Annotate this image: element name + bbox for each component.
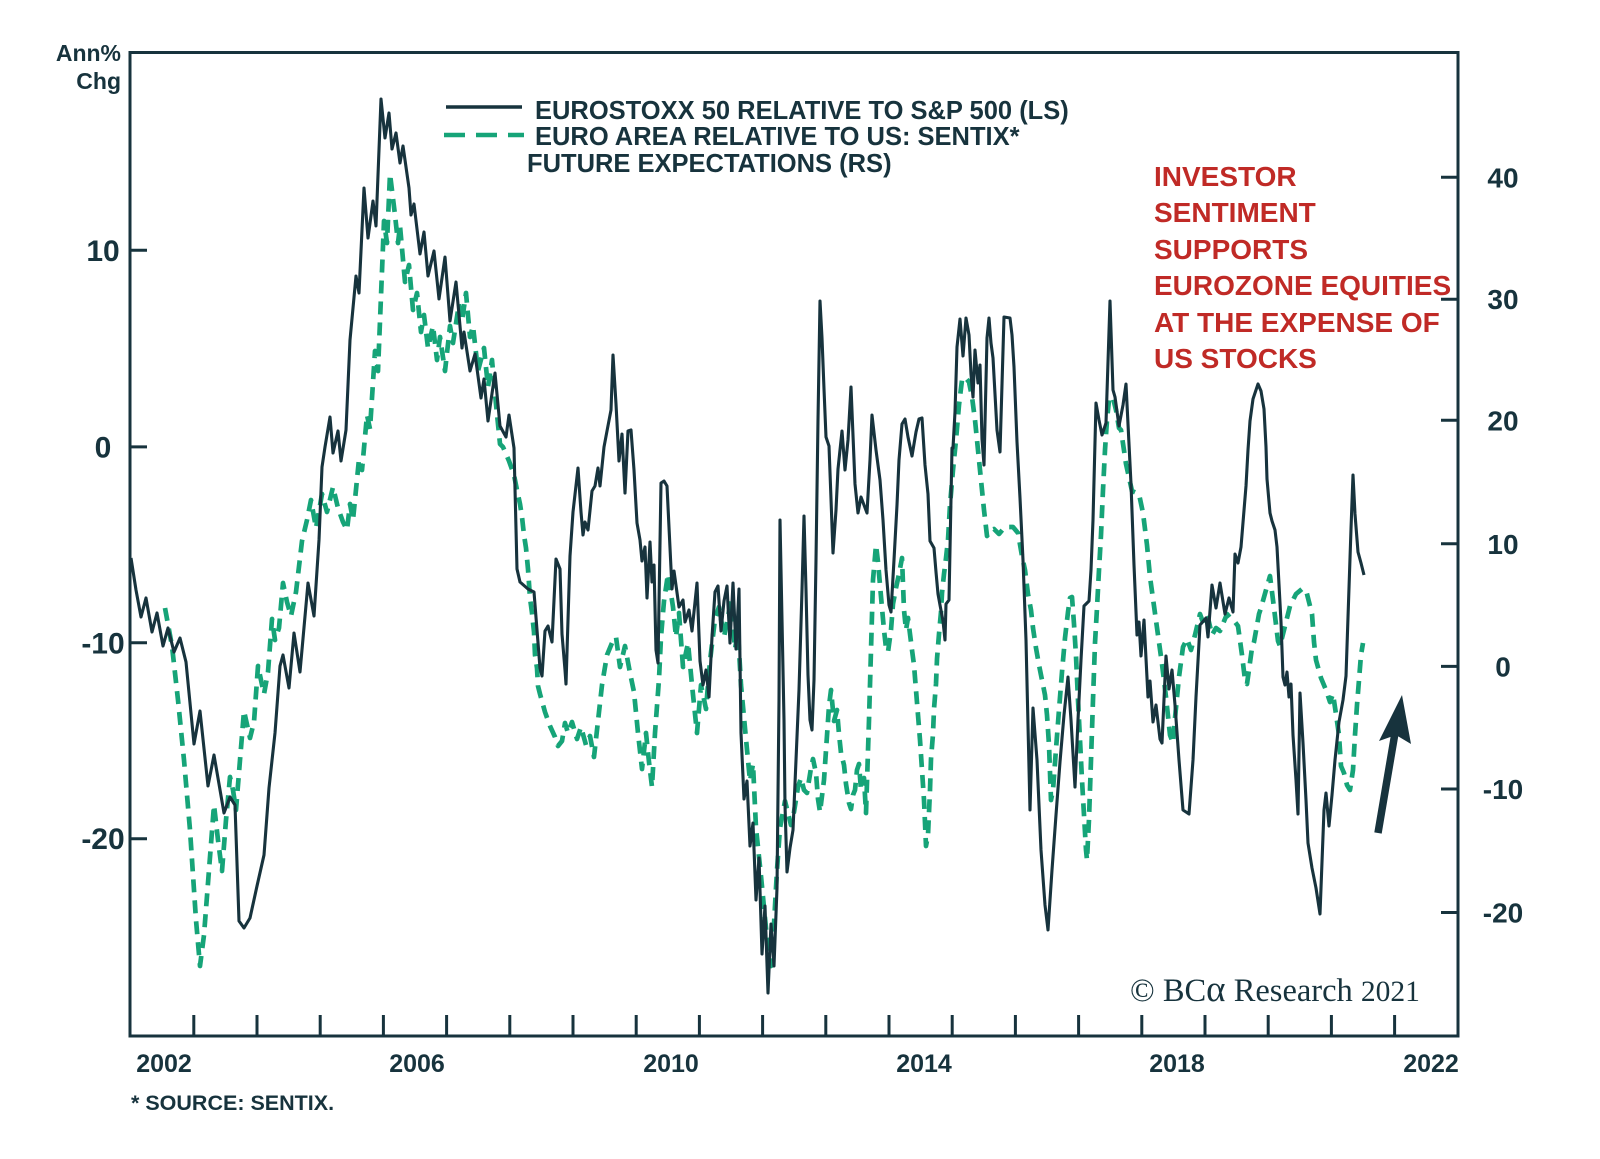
- svg-text:40: 40: [1487, 162, 1518, 193]
- svg-text:EUROZONE EQUITIES: EUROZONE EQUITIES: [1154, 270, 1451, 301]
- svg-text:2014: 2014: [896, 1050, 952, 1078]
- svg-text:30: 30: [1487, 284, 1518, 315]
- svg-text:SUPPORTS: SUPPORTS: [1154, 234, 1308, 265]
- svg-text:SENTIMENT: SENTIMENT: [1154, 197, 1316, 228]
- svg-text:EURO AREA RELATIVE TO US: SENT: EURO AREA RELATIVE TO US: SENTIX*: [535, 123, 1020, 151]
- svg-text:-20: -20: [1483, 898, 1523, 929]
- svg-text:2006: 2006: [389, 1050, 445, 1078]
- svg-text:0: 0: [95, 431, 112, 464]
- svg-text:2018: 2018: [1149, 1050, 1205, 1078]
- svg-text:* SOURCE: SENTIX.: * SOURCE: SENTIX.: [131, 1091, 334, 1115]
- svg-text:10: 10: [1487, 529, 1518, 560]
- svg-text:-10: -10: [1483, 774, 1523, 805]
- svg-text:EUROSTOXX 50 RELATIVE TO S&P 5: EUROSTOXX 50 RELATIVE TO S&P 500 (LS): [535, 97, 1069, 125]
- svg-text:Ann%: Ann%: [56, 40, 121, 66]
- svg-text:INVESTOR: INVESTOR: [1154, 161, 1297, 192]
- svg-text:© BCα Research 2021: © BCα Research 2021: [1130, 969, 1420, 1010]
- svg-text:2002: 2002: [136, 1050, 192, 1078]
- svg-text:Chg: Chg: [76, 68, 121, 94]
- svg-text:-20: -20: [81, 823, 124, 856]
- svg-text:0: 0: [1495, 651, 1511, 682]
- svg-text:2022: 2022: [1403, 1050, 1459, 1078]
- svg-text:10: 10: [86, 235, 119, 268]
- svg-text:20: 20: [1487, 405, 1518, 436]
- svg-text:US STOCKS: US STOCKS: [1154, 343, 1317, 374]
- svg-text:AT THE EXPENSE OF: AT THE EXPENSE OF: [1154, 307, 1440, 338]
- svg-text:2010: 2010: [643, 1050, 699, 1078]
- svg-text:FUTURE EXPECTATIONS (RS): FUTURE EXPECTATIONS (RS): [527, 150, 892, 178]
- svg-text:-10: -10: [81, 627, 124, 660]
